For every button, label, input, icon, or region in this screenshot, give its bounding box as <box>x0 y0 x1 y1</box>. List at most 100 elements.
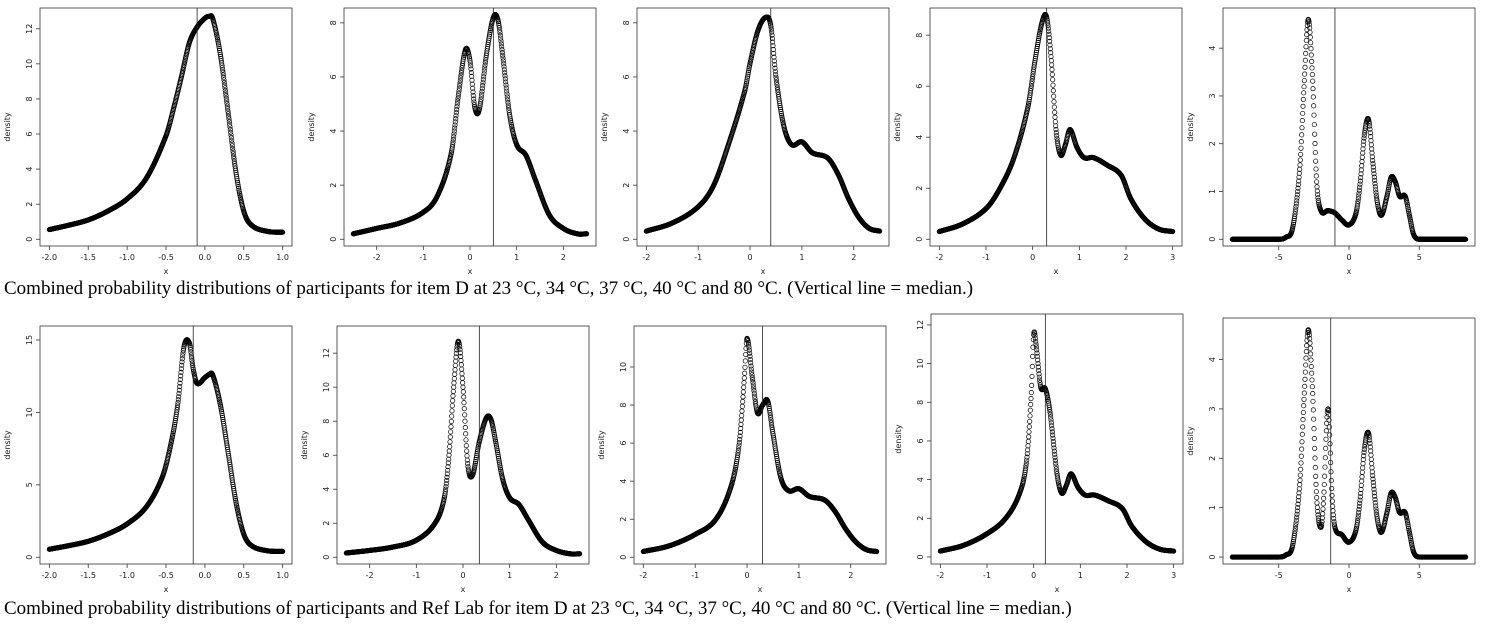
density-point <box>455 95 461 101</box>
density-point <box>1358 171 1364 177</box>
density-point <box>1463 236 1469 242</box>
density-point <box>231 158 237 164</box>
density-point <box>215 38 221 44</box>
density-point <box>1307 29 1313 35</box>
density-point <box>453 110 459 116</box>
y-tick-label: 10 <box>322 382 331 392</box>
density-point <box>171 423 177 429</box>
density-point <box>491 428 497 434</box>
density-point <box>1366 118 1372 124</box>
density-point <box>479 86 485 92</box>
density-point <box>1371 171 1377 177</box>
density-point <box>1030 73 1036 79</box>
density-point <box>1028 88 1034 94</box>
density-point <box>495 453 501 460</box>
density-point <box>1311 112 1317 118</box>
x-tick-label: 0.5 <box>237 253 250 262</box>
density-point <box>1295 185 1301 191</box>
y-tick-label: 2 <box>25 202 34 207</box>
x-tick-label: -5 <box>1275 253 1283 262</box>
density-point <box>1049 71 1055 78</box>
density-point <box>459 371 465 377</box>
density-point <box>462 418 468 424</box>
density-point <box>507 114 513 120</box>
density-point <box>170 430 176 437</box>
density-point <box>1051 99 1057 105</box>
y-tick-label: 5 <box>25 482 34 487</box>
density-point <box>481 71 487 77</box>
chart-top-23c: -2.0 -1.5 -1.0 -0.5 0.0 0.5 1.0 0 2 4 6 8 10 12 x densi… <box>0 4 298 278</box>
density-point <box>1369 150 1375 156</box>
density-point <box>1306 19 1312 25</box>
density-point <box>1170 229 1176 235</box>
density-point <box>1313 158 1319 164</box>
density-point <box>771 54 777 60</box>
density-point <box>584 231 590 237</box>
density-point <box>1385 188 1391 194</box>
x-tick-label: 0.0 <box>199 253 212 262</box>
x-tick-label: 0 <box>747 253 752 262</box>
density-point <box>494 444 500 450</box>
x-tick-label: -1 <box>412 571 420 580</box>
density-point <box>505 97 511 103</box>
density-point <box>504 94 510 100</box>
density-point <box>491 431 497 437</box>
density-point <box>769 29 775 35</box>
density-point <box>501 67 507 73</box>
density-point <box>228 135 234 141</box>
density-point <box>464 448 470 454</box>
density-point <box>452 371 458 377</box>
density-point <box>218 405 224 411</box>
density-point <box>234 178 240 184</box>
density-point <box>1048 50 1054 56</box>
y-tick-label: 4 <box>25 167 34 172</box>
x-tick-label: 1 <box>1077 253 1082 262</box>
y-tick-label: 10 <box>25 407 34 417</box>
density-point <box>1359 163 1365 169</box>
density-point <box>1371 174 1377 180</box>
density-point <box>1296 178 1302 184</box>
density-point <box>1367 130 1373 136</box>
density-point <box>1311 122 1317 128</box>
density-point <box>1303 44 1309 50</box>
density-point <box>503 85 509 91</box>
density-point <box>490 426 496 432</box>
density-point <box>1308 52 1314 58</box>
y-tick-label: 2 <box>329 183 338 188</box>
y-axis-label: density <box>1186 112 1195 142</box>
density-point <box>744 79 750 85</box>
density-point <box>215 40 221 46</box>
density-point <box>457 83 463 89</box>
density-point <box>226 116 232 122</box>
density-point <box>1052 109 1058 115</box>
density-point <box>501 61 507 67</box>
density-point <box>1308 46 1314 52</box>
density-point <box>461 394 467 400</box>
density-point <box>1045 22 1051 28</box>
x-tick-label: 1 <box>799 253 804 262</box>
density-point <box>503 79 509 85</box>
density-point <box>461 406 467 412</box>
x-tick-label: -2 <box>642 253 650 262</box>
density-point <box>1293 206 1299 212</box>
density-point <box>1298 139 1304 145</box>
density-point <box>471 96 477 102</box>
density-point <box>483 57 489 63</box>
density-point <box>452 125 458 131</box>
x-tick-label: 2 <box>1123 253 1128 262</box>
density-point <box>1301 90 1307 96</box>
density-point <box>1297 157 1303 163</box>
density-point <box>500 55 506 61</box>
x-tick-label: 0 <box>460 571 465 580</box>
density-point <box>178 373 184 379</box>
density-point <box>450 139 456 145</box>
density-point <box>458 70 464 76</box>
y-axis-label: density <box>307 112 316 142</box>
x-tick-label: 1.0 <box>276 571 289 580</box>
chart-top-80c: -5 0 5 0 1 2 3 4 x density <box>1183 4 1481 278</box>
y-tick-label: 8 <box>322 419 331 424</box>
density-point <box>774 79 780 85</box>
density-point <box>775 87 781 93</box>
